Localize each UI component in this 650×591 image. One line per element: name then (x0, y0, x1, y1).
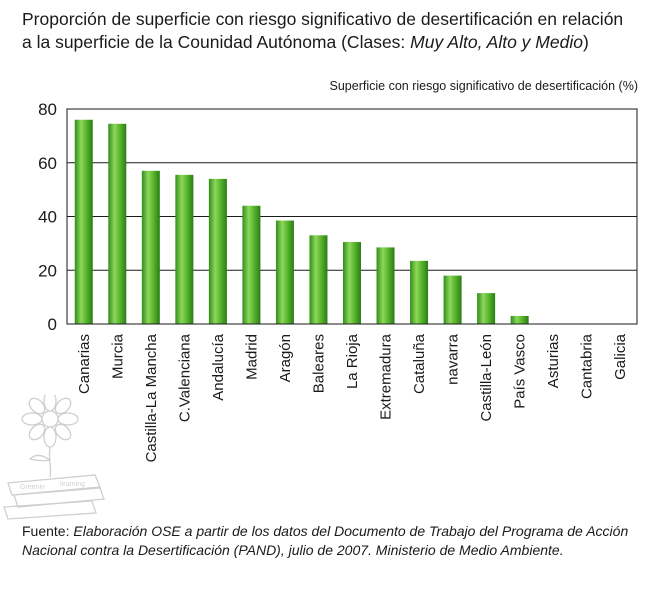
y-tick-label: 40 (38, 208, 57, 227)
bar (477, 293, 496, 324)
x-tick-label: Cataluña (411, 333, 428, 394)
x-tick-label: Canarias (76, 334, 93, 394)
logo-text-1: Greenin (20, 484, 45, 491)
x-tick-label: navarra (445, 333, 462, 385)
bar-chart: Canarias Murcia Castilla-La Mancha C.Valenc… (38, 100, 638, 462)
bar (443, 275, 462, 324)
y-axis-caption: Superficie con riesgo significativo de d… (329, 79, 638, 93)
x-tick-label: La Rioja (344, 333, 361, 389)
x-tick-label: Baleares (310, 334, 327, 393)
bar (275, 220, 294, 324)
x-tick-label: País Vasco (512, 334, 529, 409)
bar (242, 205, 261, 324)
source-text: Elaboración OSE a partir de los datos de… (22, 523, 629, 558)
x-tick-label: Galicia (612, 333, 629, 380)
bar (410, 260, 429, 324)
title-line-1: Proporción de superficie con riesgo sign… (22, 9, 624, 29)
x-tick-label: Extremadura (378, 333, 395, 420)
title-line-2-italic: Muy Alto, Alto y Medio (410, 32, 583, 52)
y-tick-label: 80 (38, 100, 57, 119)
bar (108, 123, 127, 324)
bar (208, 178, 227, 324)
x-tick-label: C.Valenciana (176, 333, 193, 422)
y-tick-label: 60 (38, 154, 57, 173)
x-tick-label: Aragón (277, 334, 294, 382)
y-tick-label: 20 (38, 261, 57, 280)
bar (343, 242, 361, 324)
y-tick-label: 0 (48, 315, 57, 334)
bar (141, 170, 160, 324)
bar (510, 315, 529, 324)
title-line-2-end: ) (582, 32, 589, 52)
title-line-2-text: a la superficie de la Counidad Autónoma … (22, 32, 411, 52)
x-tick-label: Murcia (109, 333, 126, 379)
x-tick-label: Castilla-La Mancha (143, 333, 160, 462)
source-label: Fuente: (22, 523, 74, 539)
x-tick-label: Castilla-León (478, 334, 495, 422)
x-tick-label: Andalucía (210, 333, 227, 400)
bar (175, 174, 194, 324)
flower-logo-icon: Greenin learning (3, 395, 105, 520)
bar (309, 235, 328, 324)
x-tick-label: Asturias (545, 334, 562, 388)
x-tick-label: Cantabria (579, 333, 596, 399)
x-tick-label: Madrid (243, 334, 260, 380)
bar (74, 119, 93, 324)
bar (376, 247, 395, 324)
chart-title: Proporción de superficie con riesgo sign… (22, 8, 642, 54)
plot-frame (66, 108, 638, 325)
source-note: Fuente: Elaboración OSE a partir de los … (22, 522, 642, 559)
title-line-2: a la superficie de la Counidad Autónoma … (22, 31, 642, 54)
logo-text-2: learning (60, 481, 85, 488)
